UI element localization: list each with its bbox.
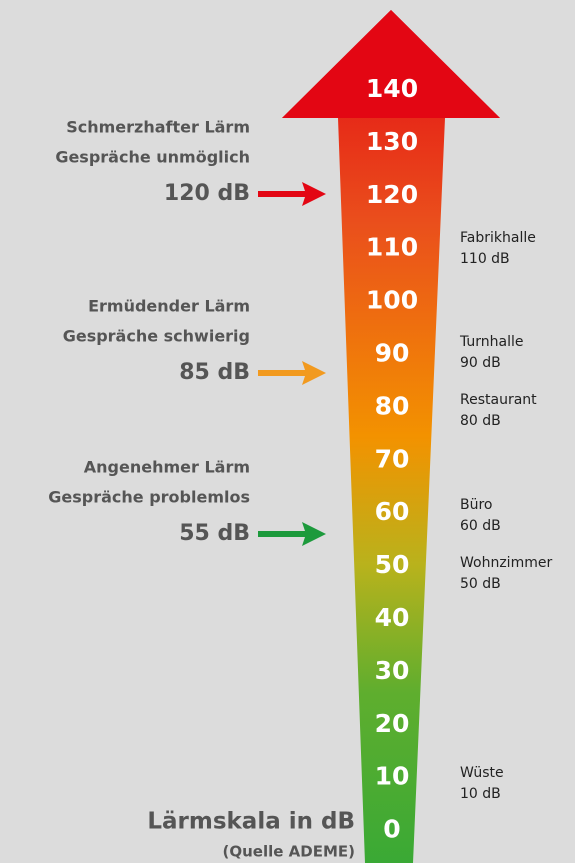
zone-arrow — [258, 182, 326, 206]
zone-text: Ermüdender Lärm — [88, 297, 250, 316]
scale-label: 60 — [375, 497, 410, 526]
example-level: 80 dB — [460, 413, 501, 429]
example-level: 50 dB — [460, 576, 501, 592]
arrow-head — [282, 10, 500, 118]
example-name: Wüste — [460, 765, 504, 781]
zone-text: Gespräche schwierig — [63, 327, 250, 346]
scale-label: 110 — [366, 233, 418, 262]
scale-label: 90 — [375, 339, 410, 368]
example-name: Turnhalle — [459, 334, 524, 350]
zone-arrow — [258, 522, 326, 546]
title: Lärmskala in dB — [147, 809, 355, 835]
scale-label: 20 — [375, 709, 410, 738]
scale-label: 80 — [375, 391, 410, 420]
zone-arrow — [258, 361, 326, 385]
zone-level: 120 dB — [164, 181, 250, 206]
scale-label: 10 — [375, 762, 410, 791]
scale-label: 140 — [366, 74, 418, 103]
scale-label: 50 — [375, 550, 410, 579]
scale-label: 100 — [366, 286, 418, 315]
scale-label: 0 — [383, 815, 400, 844]
example-level: 110 dB — [460, 251, 510, 267]
scale-label: 30 — [375, 656, 410, 685]
zone-text: Schmerzhafter Lärm — [66, 118, 250, 137]
zone-text: Gespräche problemlos — [48, 488, 250, 507]
source: (Quelle ADEME) — [223, 843, 355, 861]
scale-label: 70 — [375, 444, 410, 473]
scale-arrow — [282, 10, 500, 863]
example-name: Fabrikhalle — [460, 230, 536, 246]
zone-level: 55 dB — [179, 521, 250, 546]
zone-level: 85 dB — [179, 360, 250, 385]
example-level: 90 dB — [460, 355, 501, 371]
example-name: Büro — [460, 497, 493, 513]
example-name: Restaurant — [460, 392, 537, 408]
scale-label: 40 — [375, 603, 410, 632]
zone-text: Gespräche unmöglich — [55, 148, 250, 167]
example-level: 60 dB — [460, 518, 501, 534]
example-name: Wohnzimmer — [460, 555, 552, 571]
scale-label: 130 — [366, 127, 418, 156]
zone-text: Angenehmer Lärm — [84, 458, 250, 477]
example-level: 10 dB — [460, 786, 501, 802]
scale-label: 120 — [366, 180, 418, 209]
